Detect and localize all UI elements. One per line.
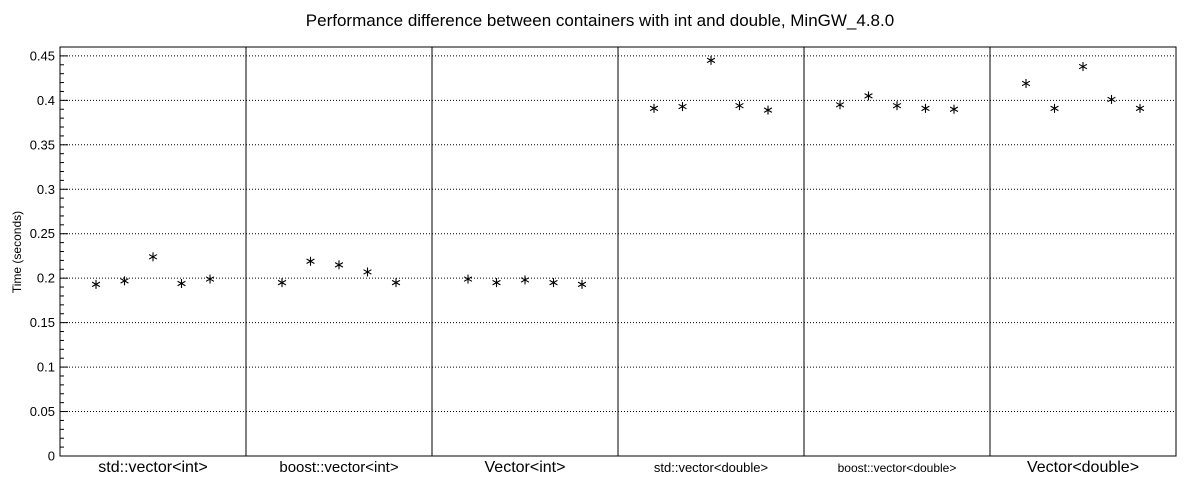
data-point <box>706 55 716 65</box>
data-point <box>1078 62 1088 72</box>
category-label: Vector<int> <box>485 459 566 476</box>
y-tick-label: 0.4 <box>37 93 55 108</box>
data-point <box>735 101 744 111</box>
data-point <box>363 267 372 277</box>
data-point <box>148 252 158 262</box>
data-point <box>391 278 401 288</box>
data-point <box>205 274 215 284</box>
data-point <box>577 279 587 289</box>
y-axis-label: Time (seconds) <box>10 211 24 293</box>
category-label: std::vector<int> <box>98 459 207 476</box>
category-label: boost::vector<double> <box>838 461 957 475</box>
data-point <box>1135 103 1145 113</box>
data-point <box>649 103 659 113</box>
data-point <box>549 278 558 288</box>
data-point <box>120 276 129 286</box>
data-point <box>520 275 530 285</box>
data-point <box>306 256 315 266</box>
data-point <box>1050 103 1059 113</box>
data-point <box>334 260 344 270</box>
data-point <box>678 102 687 112</box>
y-tick-label: 0.1 <box>37 360 55 375</box>
panel-separators <box>245 47 991 456</box>
y-tick-label: 0.05 <box>30 404 55 419</box>
data-point <box>1107 94 1116 104</box>
y-tick-label: 0 <box>48 449 55 464</box>
data-point <box>835 100 845 110</box>
data-point <box>864 91 873 101</box>
data-point <box>463 274 473 284</box>
data-point <box>91 279 101 289</box>
category-label: Vector<double> <box>1027 459 1139 476</box>
data-point <box>177 279 186 289</box>
y-tick-label: 0.45 <box>30 48 55 63</box>
y-tick-label: 0.35 <box>30 137 55 152</box>
y-tick-label: 0.15 <box>30 315 55 330</box>
category-label: boost::vector<int> <box>279 459 398 476</box>
data-point <box>921 103 930 113</box>
y-tick-label: 0.3 <box>37 182 55 197</box>
y-tick-label: 0.25 <box>30 226 55 241</box>
data-point <box>763 105 773 115</box>
chart-title: Performance difference between container… <box>306 11 894 30</box>
category-labels: std::vector<int> boost::vector<int> Vector… <box>98 459 1139 476</box>
data-points <box>91 55 1145 289</box>
y-tick-label: 0.2 <box>37 271 55 286</box>
data-point <box>492 278 501 288</box>
data-point <box>949 104 959 114</box>
data-point <box>277 278 287 288</box>
data-point <box>1021 78 1031 88</box>
data-point <box>892 101 902 111</box>
category-label: std::vector<double> <box>654 460 768 475</box>
y-axis-ticks: 0 0.05 0.1 0.15 0.2 0.25 0.3 0.35 0.4 0.45 <box>30 48 68 464</box>
